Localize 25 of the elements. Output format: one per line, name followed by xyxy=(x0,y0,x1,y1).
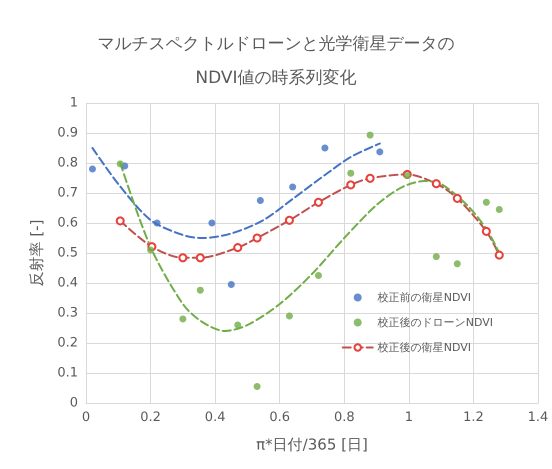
x-tick-label: 0 xyxy=(82,410,90,425)
x-tick-label: 1 xyxy=(404,410,413,425)
y-tick-label: 0.5 xyxy=(57,246,78,260)
chart-title: マルチスペクトルドローンと光学衛星データの NDVI値の時系列変化 xyxy=(98,34,454,88)
x-tick-label: 1.2 xyxy=(463,410,484,425)
y-tick-label: 1 xyxy=(70,96,78,110)
x-tick-label: 0.6 xyxy=(269,410,290,425)
legend-label: 校正前の衛星NDVI xyxy=(376,291,472,304)
x-tick-label: 0.4 xyxy=(204,410,226,425)
y-axis-title: 反射率 [-] xyxy=(28,220,46,286)
y-tick-label: 0.8 xyxy=(57,156,78,170)
legend-label: 校正後のドローンNDVI xyxy=(376,316,494,329)
y-tick-label: 0.2 xyxy=(57,336,78,350)
x-axis-title: π*日付/365 [日] xyxy=(256,436,368,454)
y-tick-label: 0.4 xyxy=(57,276,78,290)
x-tick-label: 1.4 xyxy=(528,410,548,425)
x-tick-label: 0.8 xyxy=(334,410,355,425)
y-tick-label: 0.6 xyxy=(57,216,78,230)
y-tick-label: 0.7 xyxy=(57,186,78,200)
x-tick-label: 0.2 xyxy=(140,410,161,425)
y-tick-label: 0.1 xyxy=(57,366,78,380)
legend-label: 校正後の衛星NDVI xyxy=(376,341,472,354)
y-tick-label: 0.3 xyxy=(57,306,78,320)
y-tick-label: 0 xyxy=(70,396,78,410)
y-tick-label: 0.9 xyxy=(57,126,78,140)
